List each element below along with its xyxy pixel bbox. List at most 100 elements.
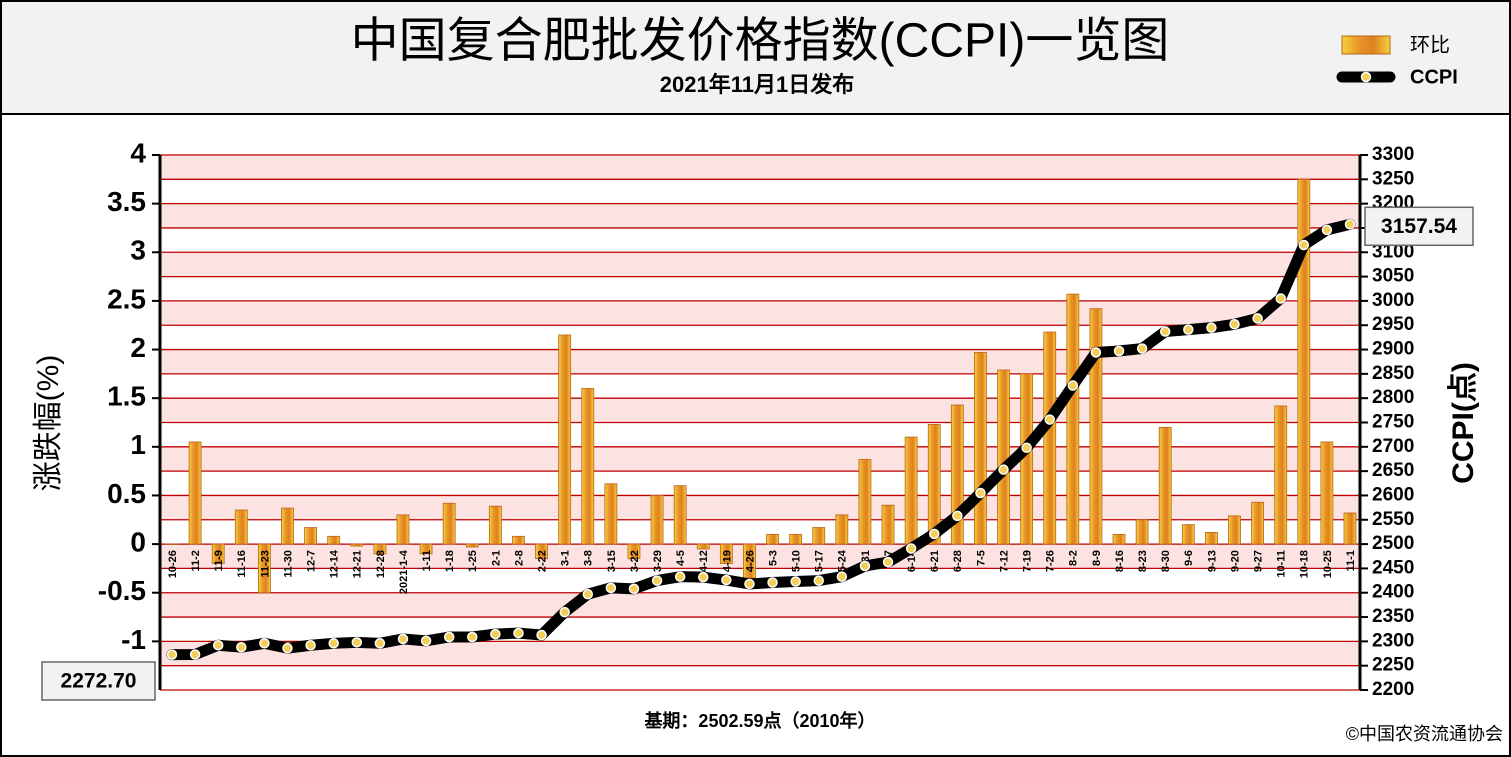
y-tick-label: 4 <box>130 137 146 168</box>
bar <box>419 543 433 555</box>
ccpi-point <box>651 575 663 586</box>
ccpi-point <box>767 577 778 588</box>
bar <box>188 441 202 545</box>
x-tick-label: 3-8 <box>583 550 595 566</box>
grid-band <box>160 398 1360 423</box>
ccpi-point <box>559 606 570 618</box>
grid-band <box>160 252 1360 277</box>
bar <box>719 543 733 564</box>
ccpi-point <box>443 631 455 643</box>
ccpi-point <box>1090 347 1102 358</box>
bar <box>1228 515 1241 545</box>
y2-tick-label: 2900 <box>1372 339 1414 360</box>
ccpi-point <box>490 628 501 640</box>
ccpi-point <box>698 571 709 583</box>
legend-label: 环比 <box>1410 33 1450 56</box>
grid-band <box>160 471 1360 496</box>
ccpi-line <box>166 218 1356 661</box>
y2-tick-label: 2950 <box>1372 314 1414 335</box>
bar <box>581 388 595 545</box>
bar <box>673 485 687 545</box>
grid-band <box>160 179 1360 204</box>
ccpi-point <box>536 629 547 641</box>
value-label-box <box>1364 206 1474 247</box>
ccpi-point <box>351 637 363 648</box>
y-tick-label: -0.5 <box>98 575 146 606</box>
ccpi-point <box>928 528 940 540</box>
bar <box>234 509 248 545</box>
y-axis-label: 涨跌幅(%) <box>32 355 65 492</box>
y-tick-label: 1.5 <box>107 381 146 412</box>
bar <box>512 535 525 545</box>
ccpi-point <box>236 641 247 653</box>
bar <box>373 543 387 555</box>
x-tick-label: 10-18 <box>1299 550 1311 578</box>
x-tick-label: 2021-1-4 <box>398 549 410 594</box>
y2-tick-label: 2600 <box>1372 484 1414 505</box>
y-tick-label: -1 <box>121 624 146 655</box>
bar <box>1251 501 1265 545</box>
bar <box>327 535 341 545</box>
credit: ©中国农资流通协会 <box>1346 724 1503 744</box>
ccpi-point <box>882 556 894 568</box>
x-tick-label: 1-18 <box>444 550 456 572</box>
ccpi-point <box>420 635 432 647</box>
value-label: 3157.54 <box>1381 215 1457 238</box>
bar <box>812 527 826 545</box>
y-tick-label: 0.5 <box>107 478 146 509</box>
x-tick-label: 7-26 <box>1045 550 1057 572</box>
x-tick-label: 1-11 <box>421 550 433 571</box>
x-tick-label: 8-16 <box>1114 550 1126 572</box>
bar <box>1205 532 1218 545</box>
y2-tick-label: 3000 <box>1372 290 1414 311</box>
bar <box>627 543 641 560</box>
x-tick-label: 4-12 <box>698 550 710 572</box>
chart-subtitle: 2021年11月1日发布 <box>660 72 854 97</box>
value-label-box <box>41 661 156 701</box>
bar <box>604 483 618 545</box>
bar <box>1297 178 1311 545</box>
grid-band <box>160 276 1360 301</box>
x-tick-label: 12-28 <box>375 550 387 578</box>
chart-title: 中国复合肥批发价格指数(CCPI)一览图 <box>351 15 1170 68</box>
legend-label: CCPI <box>1410 66 1458 88</box>
ccpi-point <box>998 464 1009 475</box>
ccpi-point <box>1021 442 1032 454</box>
bar <box>997 369 1010 545</box>
ccpi-point <box>813 575 824 586</box>
y-tick-label: 2 <box>130 332 146 363</box>
bar <box>257 543 271 594</box>
bar <box>488 505 502 545</box>
grid-band <box>160 592 1360 618</box>
ccpi-point <box>975 487 986 499</box>
bar <box>1089 308 1103 545</box>
x-tick-label: 12-21 <box>352 550 364 578</box>
ccpi-point <box>282 642 293 654</box>
bar <box>1066 293 1080 545</box>
grid-band <box>160 373 1360 399</box>
grid-band <box>160 203 1360 228</box>
x-tick-label: 9-20 <box>1229 550 1241 572</box>
x-tick-label: 6-21 <box>929 550 941 572</box>
y2-tick-label: 2550 <box>1372 509 1414 530</box>
bar <box>1112 533 1126 545</box>
y2-tick-label: 2400 <box>1372 582 1414 603</box>
x-tick-label: 9-27 <box>1253 550 1265 572</box>
x-tick-label: 5-10 <box>791 550 803 572</box>
ccpi-point <box>1113 345 1125 357</box>
ccpi-point <box>1298 239 1310 251</box>
bar <box>304 527 317 545</box>
y2-tick-label: 2850 <box>1372 363 1414 384</box>
bar <box>1043 331 1057 545</box>
bar <box>1181 524 1195 545</box>
x-tick-label: 11-2 <box>190 550 202 571</box>
y2-tick-label: 2250 <box>1372 655 1414 676</box>
grid-band <box>160 227 1360 253</box>
legend-swatch <box>1341 35 1391 55</box>
ccpi-point <box>1044 414 1055 425</box>
x-tick-label: 8-2 <box>1068 550 1080 566</box>
ccpi-point <box>1206 322 1217 333</box>
x-tick-label: 8-30 <box>1160 550 1172 572</box>
bar <box>766 533 779 545</box>
